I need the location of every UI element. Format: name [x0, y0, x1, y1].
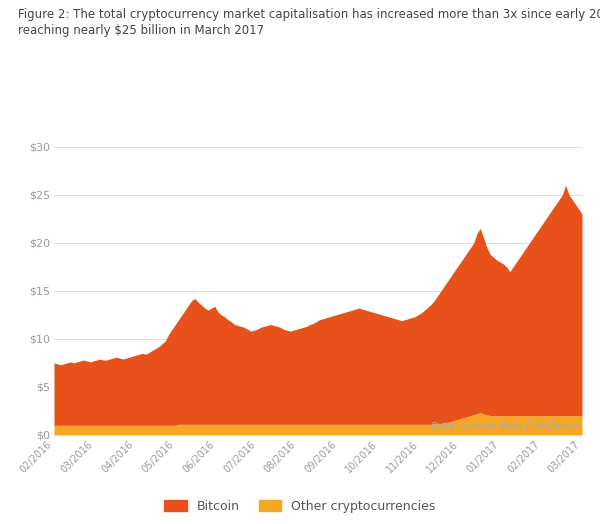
Text: reaching nearly $25 billion in March 2017: reaching nearly $25 billion in March 201… [18, 24, 264, 37]
Text: Figure 2: The total cryptocurrency market capitalisation has increased more than: Figure 2: The total cryptocurrency marke… [18, 8, 600, 21]
Legend: Bitcoin, Other cryptocurrencies: Bitcoin, Other cryptocurrencies [160, 495, 440, 518]
Text: Data sourced from CoinDance³: Data sourced from CoinDance³ [431, 422, 582, 432]
